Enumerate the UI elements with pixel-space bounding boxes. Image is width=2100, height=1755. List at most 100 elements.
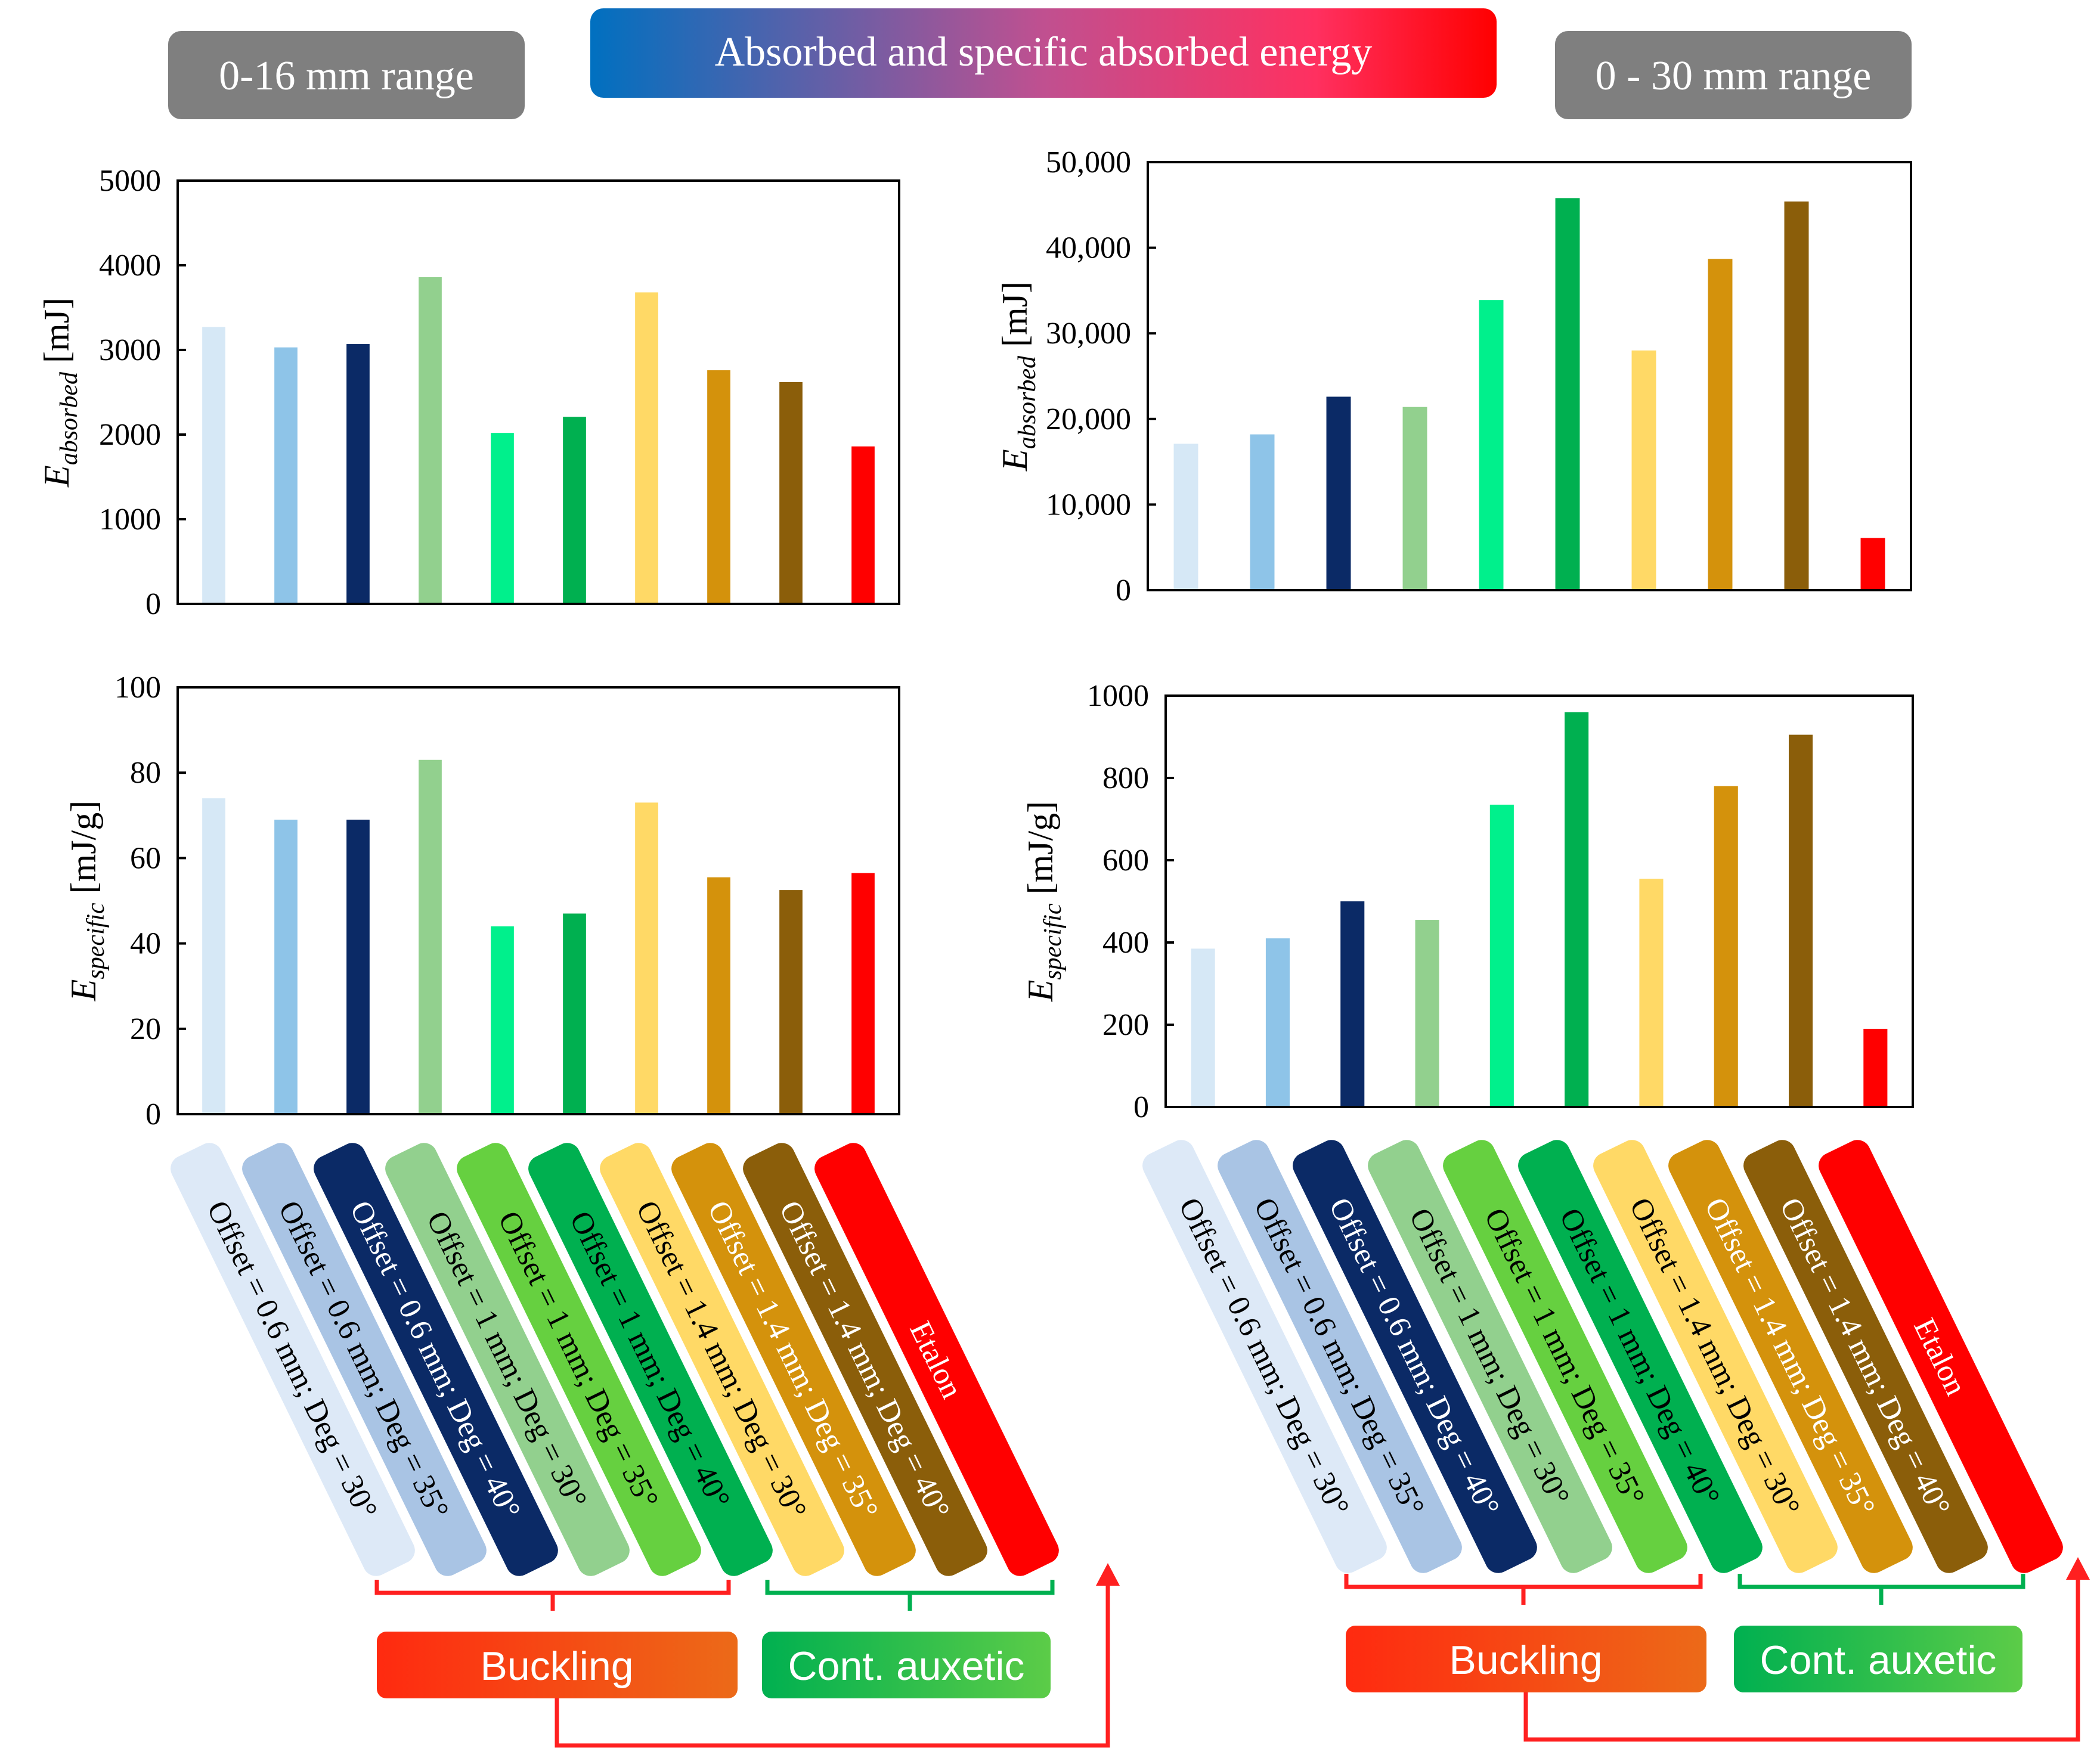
groups-right: Buckling Cont. auxetic <box>1344 1557 2090 1742</box>
buckling-label: Buckling <box>480 1644 633 1689</box>
y-tick-label: 3000 <box>99 333 161 367</box>
left-range-box <box>168 31 525 119</box>
bar <box>1265 938 1290 1107</box>
auxetic-bracket <box>1737 1574 2025 1605</box>
y-axis-label-main: E <box>64 979 103 1002</box>
bar <box>563 913 586 1114</box>
etalon-arrow-head <box>2066 1557 2090 1580</box>
y-axis-label-unit: [mJ] <box>37 297 76 372</box>
bar <box>1789 734 1813 1107</box>
bar <box>1250 434 1275 590</box>
y-axis-label-unit: [mJ/g] <box>64 801 103 903</box>
auxetic-box <box>762 1632 1051 1698</box>
y-tick-label: 4000 <box>99 249 161 283</box>
y-tick-label: 400 <box>1102 926 1149 960</box>
buckling-label: Buckling <box>1449 1638 1602 1683</box>
plot-frame <box>176 686 900 1115</box>
category-tag-bg <box>814 1143 1059 1576</box>
bar <box>1415 920 1439 1107</box>
bar <box>707 877 730 1114</box>
category-tag-bg <box>1443 1140 1687 1573</box>
y-axis-label-unit: [mJ/g] <box>1021 801 1060 904</box>
right-range-label: 0 - 30 mm range <box>1596 53 1872 99</box>
bar <box>851 446 875 604</box>
auxetic-bracket <box>765 1580 1055 1611</box>
y-tick-label: 0 <box>145 1097 161 1131</box>
plot-frame <box>1164 694 1914 1108</box>
y-axis-label: Eabsorbed [mJ] <box>995 281 1041 472</box>
category-tag-bg <box>528 1143 773 1576</box>
category-tag-bg <box>1293 1140 1537 1573</box>
bar <box>1173 444 1198 590</box>
category-tag-bg <box>385 1143 630 1576</box>
category-tag-bg <box>743 1143 987 1576</box>
bar <box>1326 396 1351 590</box>
category-tag-bg <box>1593 1140 1838 1573</box>
y-axis-label-unit: [mJ] <box>995 281 1034 356</box>
buckling-bracket <box>1344 1574 1703 1605</box>
category-tag-bg <box>242 1143 487 1576</box>
y-tick-label: 0 <box>145 587 161 621</box>
etalon-arrow-head <box>1096 1563 1120 1586</box>
y-tick-label: 200 <box>1102 1008 1149 1042</box>
right-range-box <box>1555 31 1912 119</box>
y-axis-label-sub: absorbed <box>55 371 83 465</box>
left-range-label: 0-16 mm range <box>219 53 474 99</box>
y-tick-label: 50,000 <box>1046 145 1131 179</box>
y-axis-label-main: E <box>995 449 1034 472</box>
y-axis-label: Eabsorbed [mJ] <box>37 297 83 488</box>
y-tick-label: 100 <box>114 671 161 705</box>
plot-frame <box>176 179 900 605</box>
category-tag-bg <box>1218 1140 1462 1573</box>
y-axis-label-main: E <box>1021 980 1060 1003</box>
buckling-box <box>377 1632 738 1698</box>
category-tags-left: Offset = 0.6 mm; Deg = 30°Offset = 0.6 m… <box>171 1143 1059 1576</box>
buckling-bracket <box>374 1580 731 1611</box>
y-tick-label: 800 <box>1102 761 1149 795</box>
bar <box>202 327 225 604</box>
groups-left: Buckling Cont. auxetic <box>374 1563 1120 1748</box>
y-tick-label: 2000 <box>99 418 161 452</box>
etalon-arrow <box>1523 1577 2080 1742</box>
buckling-box <box>1346 1626 1706 1692</box>
bar <box>1340 901 1365 1107</box>
y-tick-label: 60 <box>130 841 161 875</box>
bar <box>419 759 442 1114</box>
category-tag-bg <box>171 1143 415 1576</box>
chart-absorbed-0-30: 0 10,000 20,000 30,000 40,000 50,000 Eabsorbed… <box>995 145 1912 607</box>
bar <box>202 798 225 1114</box>
bar <box>779 890 803 1114</box>
bar <box>346 819 370 1114</box>
etalon-arrow <box>555 1583 1110 1748</box>
chart-absorbed-0-16: 0 1000 2000 3000 4000 5000 Eabsorbed [mJ] <box>37 164 900 621</box>
category-tags-right: Offset = 0.6 mm; Deg = 30°Offset = 0.6 m… <box>1142 1140 2063 1573</box>
bar <box>635 802 658 1114</box>
y-tick-label: 30,000 <box>1046 317 1131 351</box>
bar <box>1565 712 1589 1107</box>
category-tag-bg <box>1518 1140 1763 1573</box>
bar <box>1191 948 1215 1107</box>
bar <box>1479 300 1504 590</box>
bar <box>779 382 803 604</box>
bar <box>1708 259 1733 590</box>
header: 0-16 mm range Absorbed and specific abso… <box>168 8 1912 119</box>
bar <box>1784 201 1809 590</box>
bar <box>1863 1028 1888 1107</box>
y-axis-label-sub: specific <box>1039 903 1067 980</box>
y-tick-label: 80 <box>130 756 161 790</box>
bar <box>707 370 730 604</box>
chart-specific-0-16: 0 20 40 60 80 100 Especific [mJ/g] <box>64 671 900 1131</box>
y-tick-label: 1000 <box>99 503 161 537</box>
bar <box>851 873 875 1114</box>
category-tag-bg <box>314 1143 558 1576</box>
y-tick-label: 5000 <box>99 164 161 198</box>
category-tag-bg <box>671 1143 916 1576</box>
y-axis-label-sub: specific <box>82 903 110 979</box>
y-tick-label: 0 <box>1116 573 1131 607</box>
y-tick-label: 10,000 <box>1046 488 1131 522</box>
category-tag-bg <box>1819 1140 2063 1573</box>
category-tag-bg <box>457 1143 701 1576</box>
y-axis-label-sub: absorbed <box>1014 355 1041 449</box>
bar <box>1860 538 1885 590</box>
